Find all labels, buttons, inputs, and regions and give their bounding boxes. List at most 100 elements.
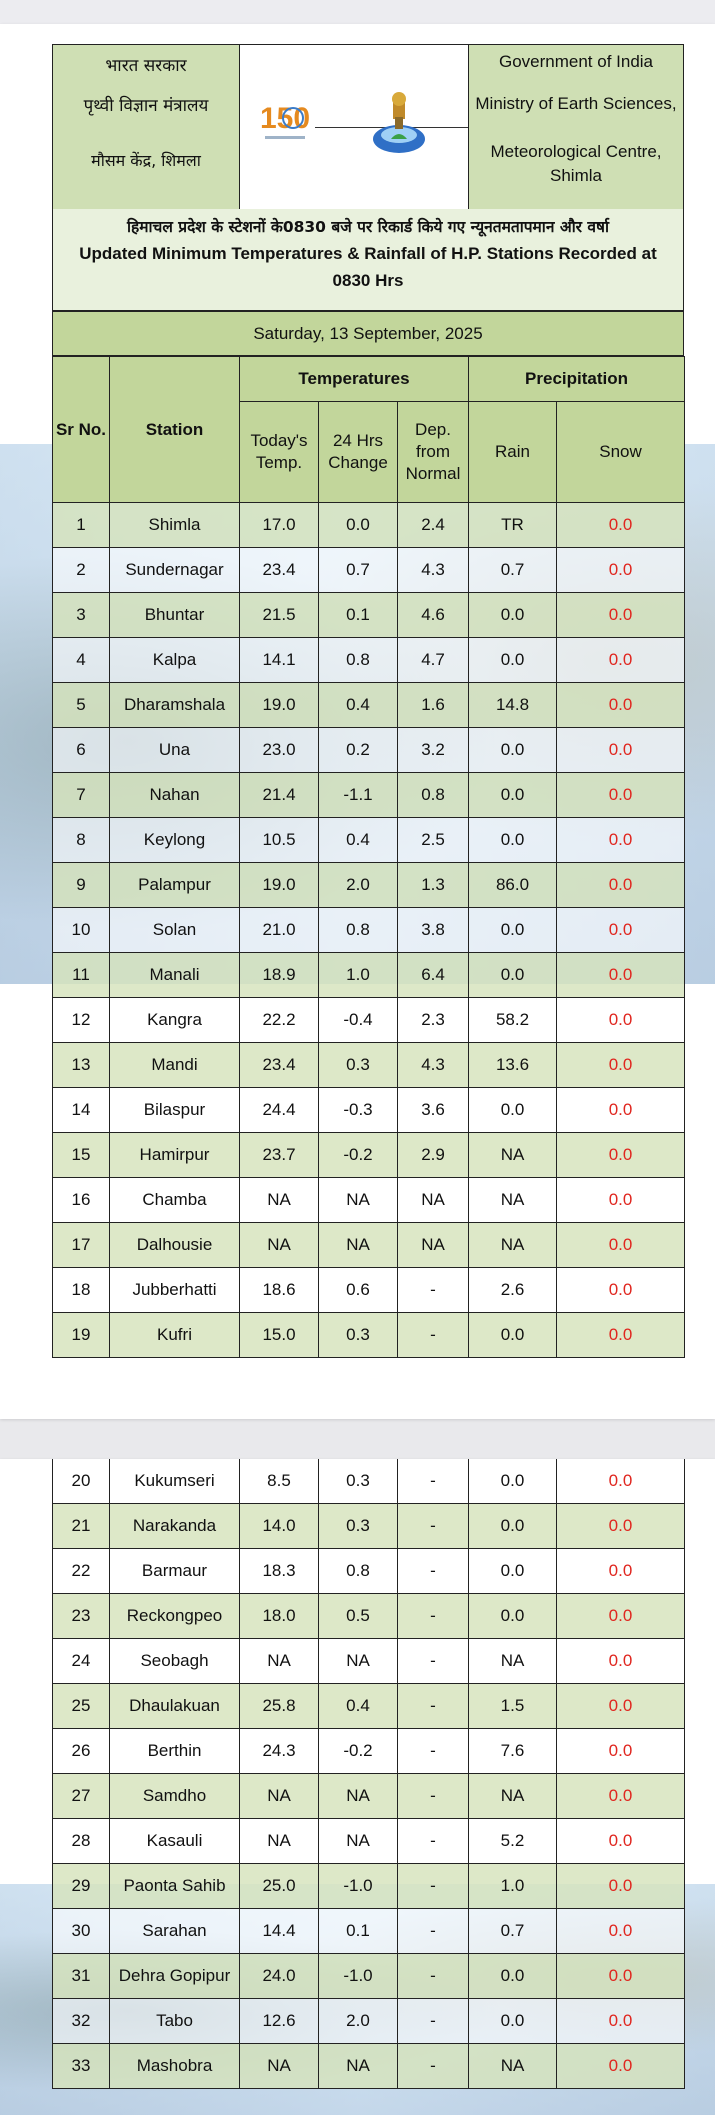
station-cell: Hamirpur — [109, 1132, 240, 1178]
sr-no-cell: 7 — [52, 772, 110, 818]
header-snow: Snow — [556, 401, 686, 503]
dep-normal-cell: - — [397, 1728, 469, 1774]
station-cell: Una — [109, 727, 240, 773]
change-24hrs-cell: -1.0 — [318, 1953, 398, 1999]
todays-temp-cell: 24.3 — [239, 1728, 319, 1774]
dep-normal-cell: 4.3 — [396, 1042, 470, 1088]
rain-cell: 0.0 — [468, 1312, 558, 1358]
todays-temp-cell: 25.0 — [239, 1863, 319, 1909]
change-24hrs-cell: 0.5 — [318, 1593, 398, 1639]
snow-cell: 0.0 — [556, 502, 686, 548]
change-24hrs-cell: -1.1 — [318, 772, 398, 818]
document-page-1: भारत सरकार पृथ्वी विज्ञान मंत्रालय मौसम … — [0, 24, 715, 1419]
station-cell: Kasauli — [109, 1818, 240, 1864]
weather-table-part-1: Sr No. Station Temperatures Precipitatio… — [52, 356, 686, 1358]
report-date: Saturday, 13 September, 2025 — [52, 311, 684, 356]
sr-no-cell: 16 — [52, 1177, 110, 1223]
dep-normal-cell: 2.3 — [396, 997, 470, 1043]
snow-cell: 0.0 — [556, 1087, 686, 1133]
todays-temp-cell: 21.4 — [239, 772, 319, 818]
snow-cell: 0.0 — [556, 682, 686, 728]
title-english-line-2: 0830 Hrs — [332, 271, 404, 290]
table-row: 27 Samdho NA NA - NA 0.0 — [52, 1773, 685, 1819]
snow-cell: 0.0 — [556, 1863, 685, 1909]
change-24hrs-cell: 0.3 — [318, 1312, 398, 1358]
snow-cell: 0.0 — [556, 1042, 686, 1088]
rain-cell: NA — [468, 1773, 557, 1819]
rain-cell: 86.0 — [468, 862, 558, 908]
snow-cell: 0.0 — [556, 862, 686, 908]
snow-cell: 0.0 — [556, 547, 686, 593]
snow-cell: 0.0 — [556, 1773, 685, 1819]
change-24hrs-cell: NA — [318, 1773, 398, 1819]
sr-no-cell: 1 — [52, 502, 110, 548]
todays-temp-cell: NA — [239, 1177, 319, 1223]
rain-cell: 0.0 — [468, 952, 558, 998]
snow-cell: 0.0 — [556, 727, 686, 773]
sr-no-cell: 30 — [52, 1908, 110, 1954]
sr-no-cell: 20 — [52, 1459, 110, 1504]
todays-temp-cell: 18.6 — [239, 1267, 319, 1313]
sr-no-cell: 18 — [52, 1267, 110, 1313]
station-cell: Solan — [109, 907, 240, 953]
dep-normal-cell: 0.8 — [396, 772, 470, 818]
station-cell: Seobagh — [109, 1638, 240, 1684]
snow-cell: 0.0 — [556, 1459, 685, 1504]
english-line-3: Meteorological Centre, — [490, 142, 662, 161]
hindi-line-1: भारत सरकार — [105, 56, 187, 76]
snow-cell: 0.0 — [556, 1683, 685, 1729]
station-cell: Bhuntar — [109, 592, 240, 638]
sr-no-cell: 19 — [52, 1312, 110, 1358]
sr-no-cell: 25 — [52, 1683, 110, 1729]
change-24hrs-cell: 0.8 — [318, 907, 398, 953]
change-24hrs-cell: 0.1 — [318, 592, 398, 638]
hindi-line-3: मौसम केंद्र, शिमला — [91, 151, 201, 170]
rain-cell: 0.0 — [468, 592, 558, 638]
english-line-1: Government of India — [498, 52, 654, 71]
change-24hrs-cell: -0.4 — [318, 997, 398, 1043]
header-dep-from-normal: Dep. from Normal — [396, 401, 470, 503]
report-title: हिमाचल प्रदेश के स्टेशनों के0830 बजे पर … — [52, 209, 684, 311]
todays-temp-cell: NA — [239, 1818, 319, 1864]
header-station: Station — [109, 356, 240, 503]
change-24hrs-cell: NA — [318, 1818, 398, 1864]
station-cell: Bilaspur — [109, 1087, 240, 1133]
todays-temp-cell: 18.9 — [239, 952, 319, 998]
snow-cell: 0.0 — [556, 1818, 685, 1864]
dep-normal-cell: - — [397, 1953, 469, 1999]
table-row: 22 Barmaur 18.3 0.8-0.0 0.0 — [52, 1548, 685, 1594]
snow-cell: 0.0 — [556, 592, 686, 638]
dep-normal-cell: - — [397, 1459, 469, 1504]
snow-cell: 0.0 — [556, 637, 686, 683]
table-row: 25 Dhaulakuan 25.8 0.4-1.5 0.0 — [52, 1683, 685, 1729]
todays-temp-cell: 18.3 — [239, 1548, 319, 1594]
dep-normal-cell: - — [397, 1503, 469, 1549]
rain-cell: 0.0 — [468, 637, 558, 683]
rain-cell: 0.0 — [468, 727, 558, 773]
rain-cell: 0.0 — [468, 907, 558, 953]
dep-normal-cell: 4.6 — [396, 592, 470, 638]
dep-normal-cell: NA — [396, 1177, 470, 1223]
snow-cell: 0.0 — [556, 1998, 685, 2044]
station-cell: Jubberhatti — [109, 1267, 240, 1313]
dep-normal-cell: 1.3 — [396, 862, 470, 908]
snow-cell: 0.0 — [556, 1503, 685, 1549]
todays-temp-cell: 19.0 — [239, 862, 319, 908]
table-row: 4 Kalpa 14.1 0.8 4.7 0.0 0.0 — [52, 637, 686, 683]
header-sr-no: Sr No. — [52, 356, 110, 503]
sr-no-cell: 9 — [52, 862, 110, 908]
hindi-line-2: पृथ्वी विज्ञान मंत्रालय — [83, 96, 209, 116]
table-row: 24 Seobagh NA NA - NA 0.0 — [52, 1638, 685, 1684]
sr-no-cell: 27 — [52, 1773, 110, 1819]
todays-temp-cell: 17.0 — [239, 502, 319, 548]
todays-temp-cell: 19.0 — [239, 682, 319, 728]
table-row: 28 Kasauli NA NA -5.2 0.0 — [52, 1818, 685, 1864]
document-page-2: 20 Kukumseri 8.5 0.3-0.0 0.0 21 Narakanda 14.0 0… — [0, 1459, 715, 2115]
station-cell: Dehra Gopipur — [109, 1953, 240, 1999]
snow-cell: 0.0 — [556, 817, 686, 863]
station-cell: Chamba — [109, 1177, 240, 1223]
todays-temp-cell: 10.5 — [239, 817, 319, 863]
todays-temp-cell: 24.0 — [239, 1953, 319, 1999]
rain-cell: 0.0 — [468, 1459, 557, 1504]
sr-no-cell: 17 — [52, 1222, 110, 1268]
